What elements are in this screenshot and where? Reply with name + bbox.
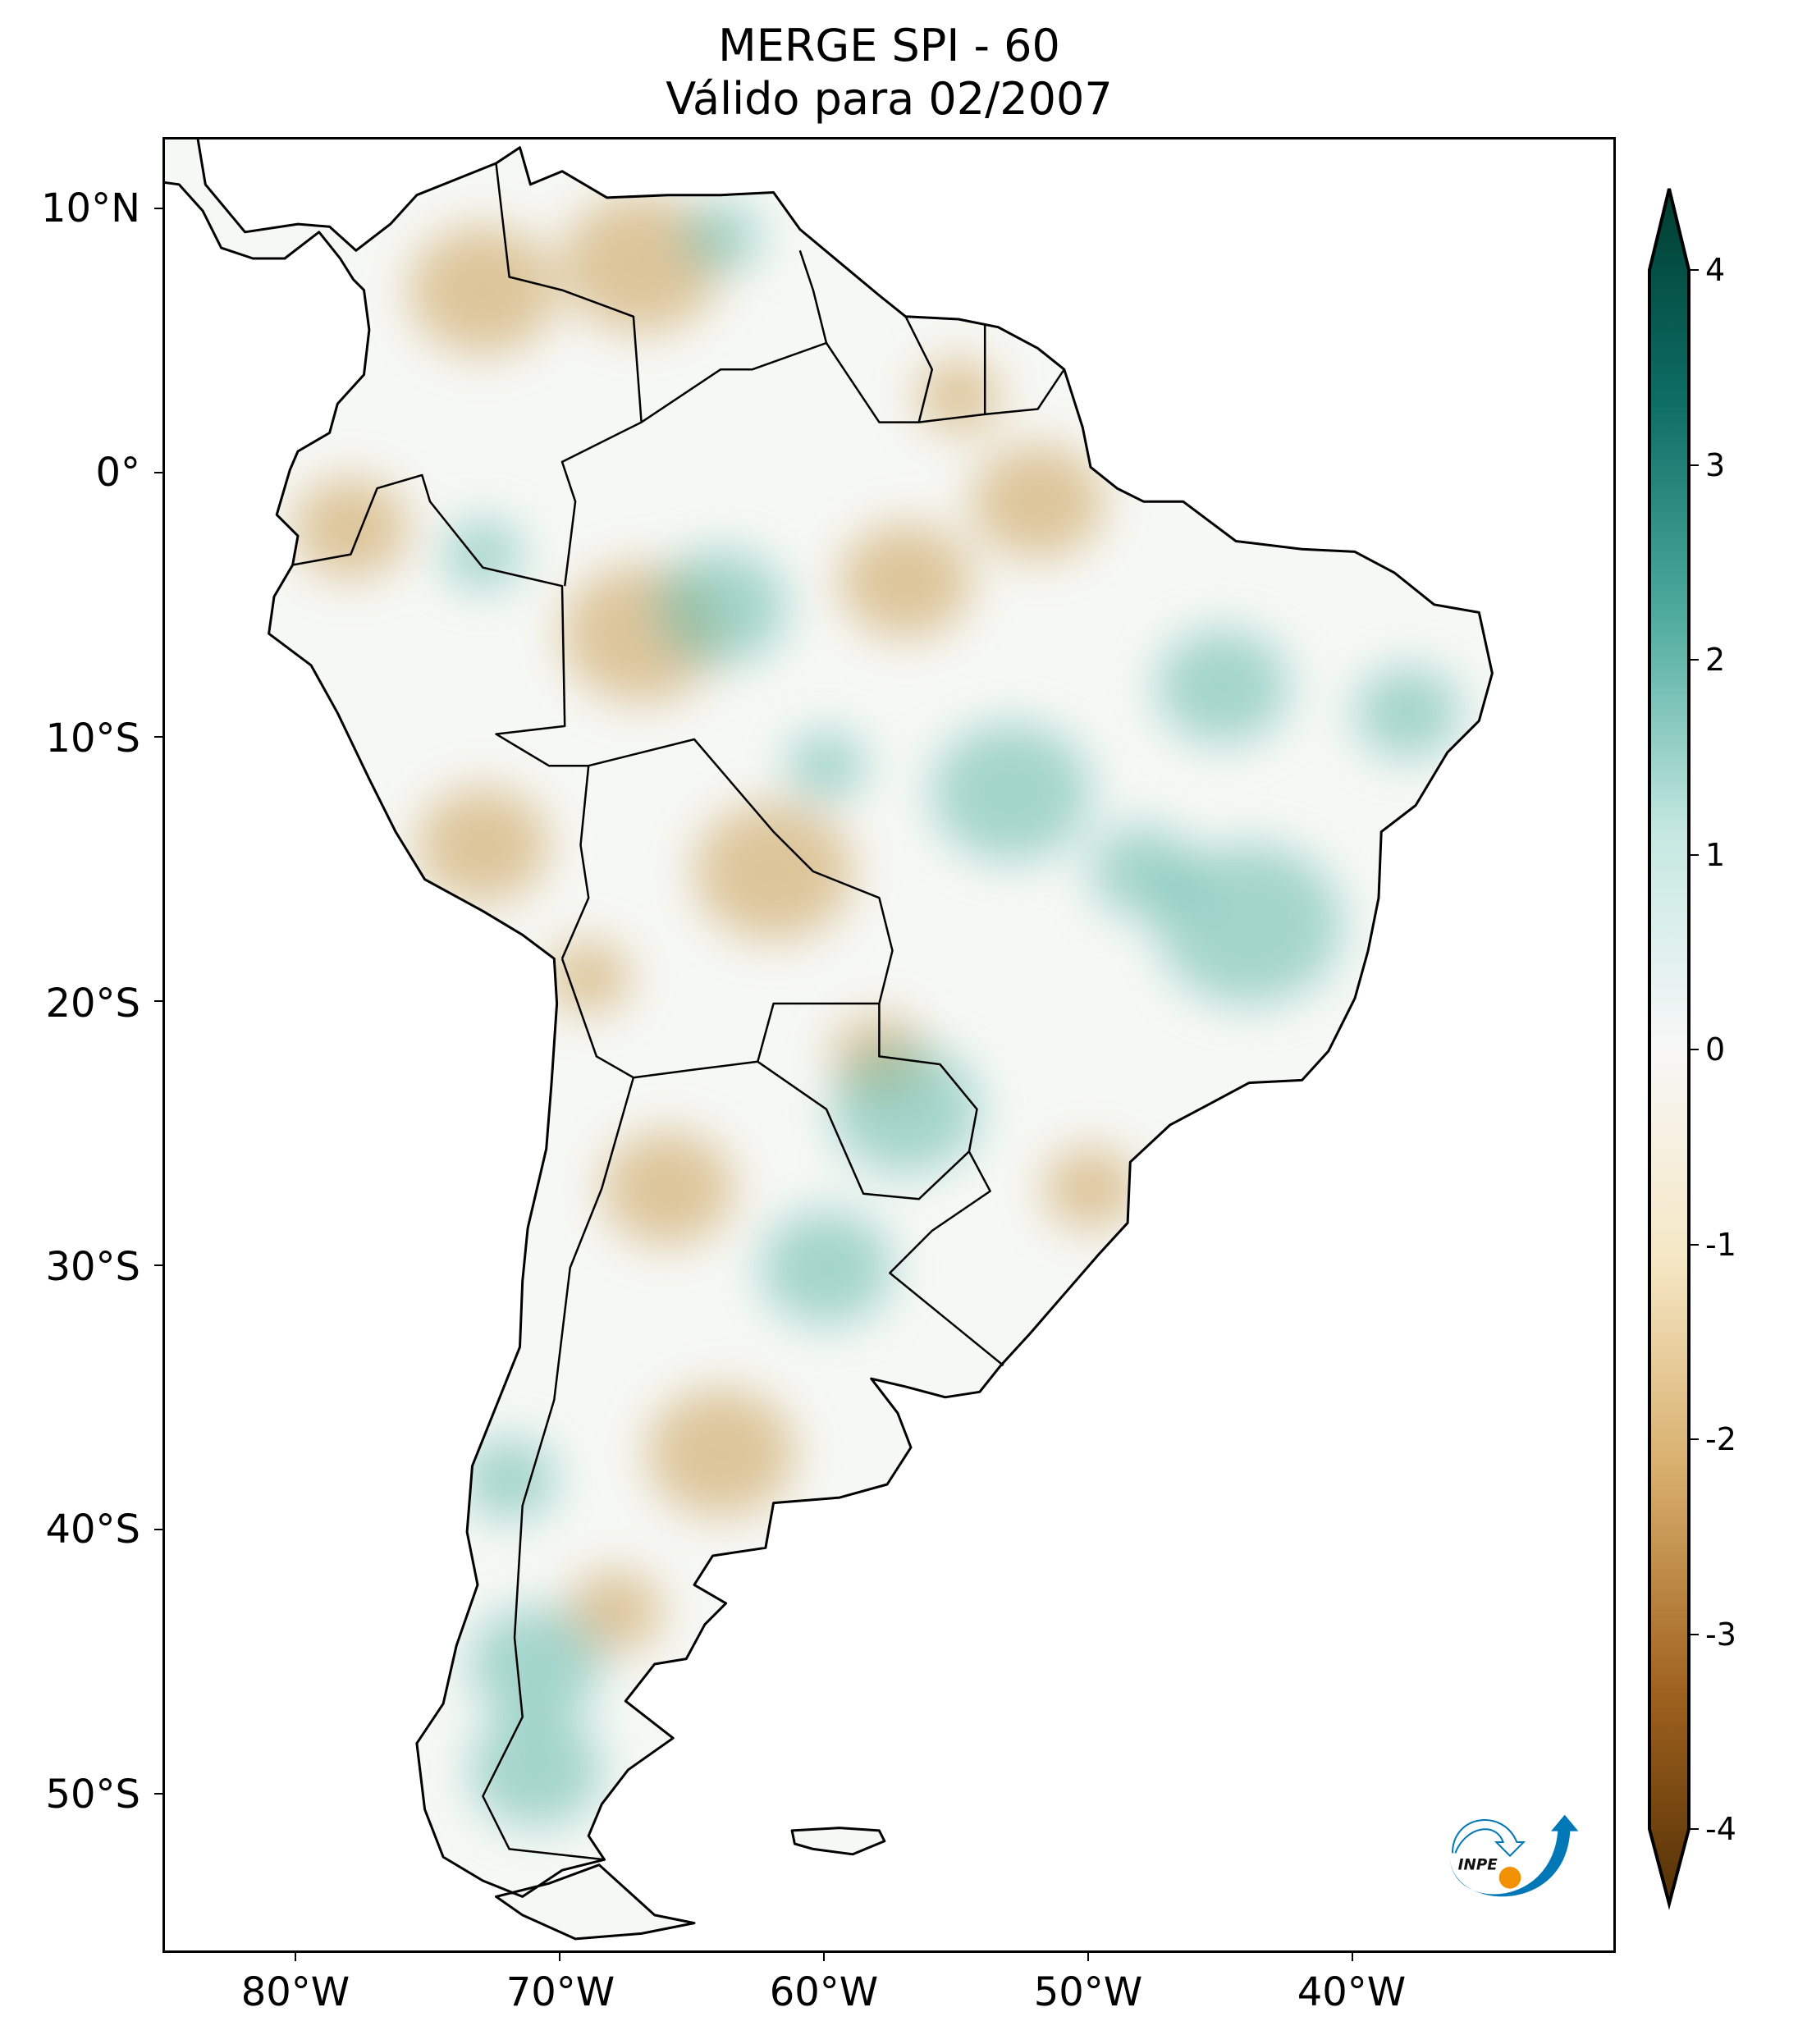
- wet-anomaly-area: [443, 519, 523, 589]
- lat-tick: [154, 1793, 162, 1795]
- coastline: [165, 139, 1494, 1941]
- colorbar-tick-label: 2: [1705, 642, 1726, 678]
- spi-field: [292, 194, 1461, 1827]
- lat-tick: [154, 208, 162, 209]
- lat-tick: [154, 1264, 162, 1266]
- lon-tick: [823, 1953, 825, 1961]
- lat-tick: [154, 736, 162, 738]
- map-subtitle: Válido para 02/2007: [666, 73, 1113, 125]
- country-border: [640, 249, 828, 423]
- wet-anomaly-area: [831, 1045, 980, 1174]
- colorbar-tick: [1689, 1438, 1699, 1440]
- lat-tick: [154, 1529, 162, 1530]
- country-border: [825, 342, 1065, 423]
- lat-tick: [154, 1000, 162, 1002]
- dry-anomaly-area: [1043, 1147, 1138, 1230]
- lon-tick: [295, 1953, 296, 1961]
- map-plot-area: [162, 137, 1616, 1953]
- wet-anomaly-area: [469, 1607, 602, 1722]
- country-border: [292, 473, 590, 959]
- lon-label-70w: 70°W: [506, 1969, 615, 2015]
- colorbar-tick-label: 0: [1705, 1031, 1726, 1068]
- dry-anomaly-area: [546, 940, 631, 1014]
- colorbar-tick-label: -1: [1705, 1226, 1736, 1263]
- lat-label-10s: 10°S: [45, 716, 140, 761]
- country-border: [889, 1150, 1004, 1367]
- lat-label-20s: 20°S: [45, 981, 140, 1027]
- lon-tick: [559, 1953, 560, 1961]
- lat-label-0: 0°: [95, 450, 140, 496]
- dry-anomaly-area: [567, 1570, 663, 1653]
- colorbar-gradient: [1648, 188, 1690, 1910]
- colorbar-tick: [1689, 1633, 1699, 1635]
- wet-anomaly-area: [1355, 666, 1461, 759]
- lon-label-40w: 40°W: [1297, 1969, 1407, 2015]
- lon-label-60w: 60°W: [769, 1969, 879, 2015]
- dry-anomaly-area: [292, 477, 409, 578]
- dry-anomaly-area: [840, 523, 972, 638]
- dry-anomaly-area: [694, 803, 853, 940]
- dry-anomaly-area: [562, 194, 721, 333]
- wet-anomaly-area: [931, 723, 1091, 862]
- map-title: MERGE SPI - 60: [718, 20, 1060, 71]
- country-border: [482, 958, 635, 1861]
- colorbar-tick: [1689, 1243, 1699, 1246]
- wet-anomaly-area: [1091, 825, 1196, 917]
- lon-label-80w: 80°W: [240, 1969, 350, 2015]
- colorbar-tick: [1689, 853, 1699, 856]
- colorbar-tick-label: -4: [1705, 1811, 1736, 1847]
- land-fill: [165, 139, 1493, 1939]
- colorbar-tick: [1689, 1049, 1699, 1050]
- colorbar-tick-label: 4: [1705, 252, 1726, 288]
- colorbar-tick: [1689, 269, 1699, 271]
- lat-label-50s: 50°S: [45, 1772, 140, 1818]
- dry-anomaly-area: [602, 1131, 734, 1246]
- colorbar-tick-label: -3: [1705, 1616, 1736, 1653]
- inpe-logo: INPE: [1449, 1814, 1579, 1897]
- wet-anomaly-area: [1156, 629, 1289, 744]
- country-border: [495, 162, 643, 587]
- wet-anomaly-area: [786, 731, 867, 801]
- colorbar: [1648, 188, 1690, 1910]
- lon-tick: [1087, 1953, 1089, 1961]
- spi-map: [165, 139, 1494, 1941]
- wet-anomaly-area: [654, 550, 787, 665]
- wet-anomaly-area: [760, 1210, 893, 1325]
- country-border: [904, 316, 934, 423]
- lat-label-10n: 10°N: [41, 185, 140, 231]
- dry-anomaly-area: [972, 444, 1105, 560]
- lon-tick: [1352, 1953, 1353, 1961]
- wet-anomaly-area: [1156, 844, 1342, 1005]
- wet-anomaly-area: [469, 1712, 602, 1827]
- lon-label-50w: 50°W: [1033, 1969, 1143, 2015]
- inpe-logo-text: INPE: [1458, 1856, 1498, 1873]
- wet-anomaly-area: [680, 203, 761, 272]
- lat-tick: [154, 472, 162, 473]
- wet-anomaly-area: [461, 1438, 557, 1520]
- colorbar-tick: [1689, 659, 1699, 661]
- colorbar-tick: [1689, 464, 1699, 466]
- lat-label-40s: 40°S: [45, 1507, 140, 1552]
- country-border: [588, 738, 894, 1079]
- dry-anomaly-area: [416, 787, 549, 903]
- colorbar-tick-label: 3: [1705, 446, 1726, 483]
- colorbar-tick-label: -2: [1705, 1421, 1736, 1457]
- spi-blobs: [292, 194, 1461, 1827]
- lat-label-30s: 30°S: [45, 1244, 140, 1290]
- dry-anomaly-area: [409, 226, 557, 354]
- colorbar-tick-label: 1: [1705, 836, 1726, 873]
- dry-anomaly-area: [647, 1388, 795, 1517]
- colorbar-tick: [1689, 1828, 1699, 1830]
